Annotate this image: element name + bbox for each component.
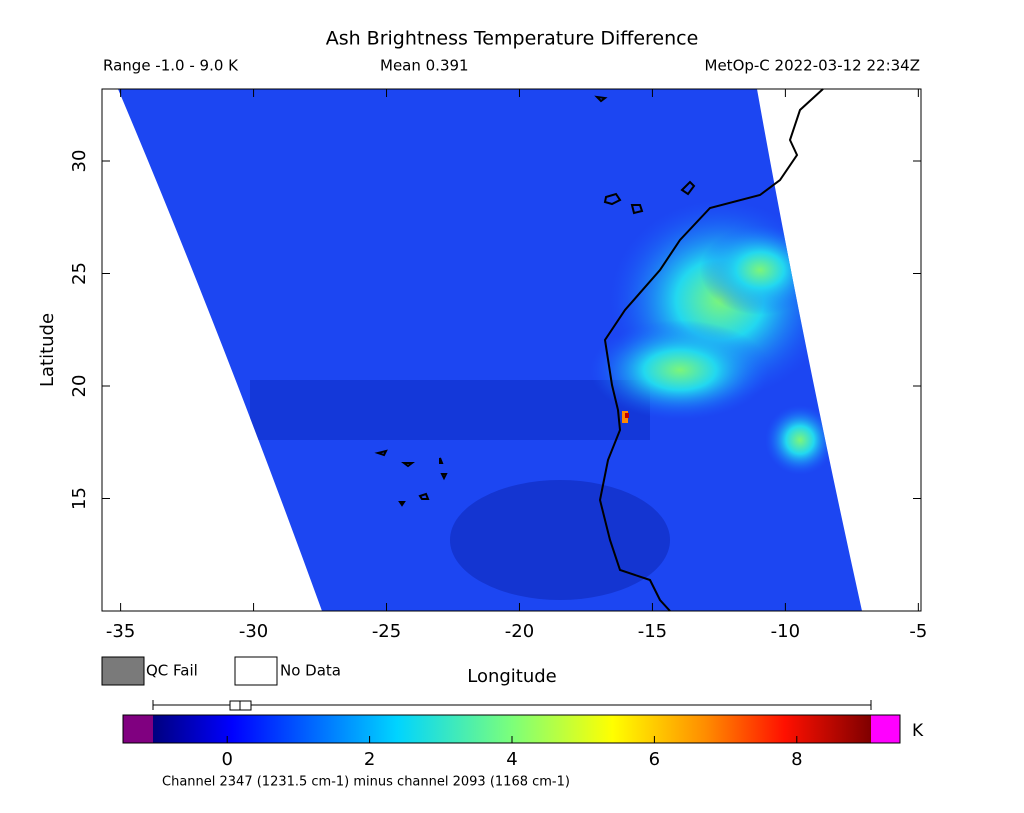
- underflow-swatch: [123, 715, 153, 743]
- y-tick-label: 25: [69, 262, 90, 285]
- x-tick-label: -5: [909, 621, 927, 642]
- colorbar-tick-label: 0: [221, 749, 232, 770]
- colorbar-tick-label: 6: [649, 749, 660, 770]
- coastline: [598, 88, 824, 612]
- no-data-label: No Data: [280, 662, 341, 680]
- no-data-swatch: [234, 656, 278, 686]
- x-tick-label: -30: [239, 621, 268, 642]
- y-axis-label: Latitude: [37, 313, 58, 387]
- source: MetOp-C 2022-03-12 22:34Z: [705, 57, 920, 75]
- colorbar-caption: Channel 2347 (1231.5 cm-1) minus channel…: [162, 775, 570, 790]
- qc-fail-swatch: [101, 656, 145, 686]
- qc-fail-label: QC Fail: [146, 662, 198, 680]
- colorbar-tick-label: 2: [364, 749, 375, 770]
- overflow-swatch: [871, 715, 900, 743]
- plot-frame: [101, 88, 922, 612]
- range: Range -1.0 - 9.0 K: [103, 57, 239, 75]
- colorbar-tick-label: 8: [791, 749, 802, 770]
- x-axis-label: Longitude: [467, 666, 557, 687]
- title: Ash Brightness Temperature Difference: [326, 28, 699, 50]
- x-tick-label: -15: [638, 621, 667, 642]
- y-tick-label: 20: [69, 375, 90, 398]
- x-tick-label: -25: [372, 621, 401, 642]
- colorbar-tick-label: 4: [506, 749, 517, 770]
- x-tick-label: -35: [106, 621, 135, 642]
- y-tick-label: 30: [69, 150, 90, 173]
- islands: [374, 95, 696, 507]
- swath-image: [118, 89, 862, 611]
- mean: Mean 0.391: [380, 57, 469, 75]
- x-tick-label: -10: [771, 621, 800, 642]
- y-tick-label: 15: [69, 487, 90, 510]
- colorbar-unit: K: [912, 721, 924, 741]
- x-tick-label: -20: [505, 621, 534, 642]
